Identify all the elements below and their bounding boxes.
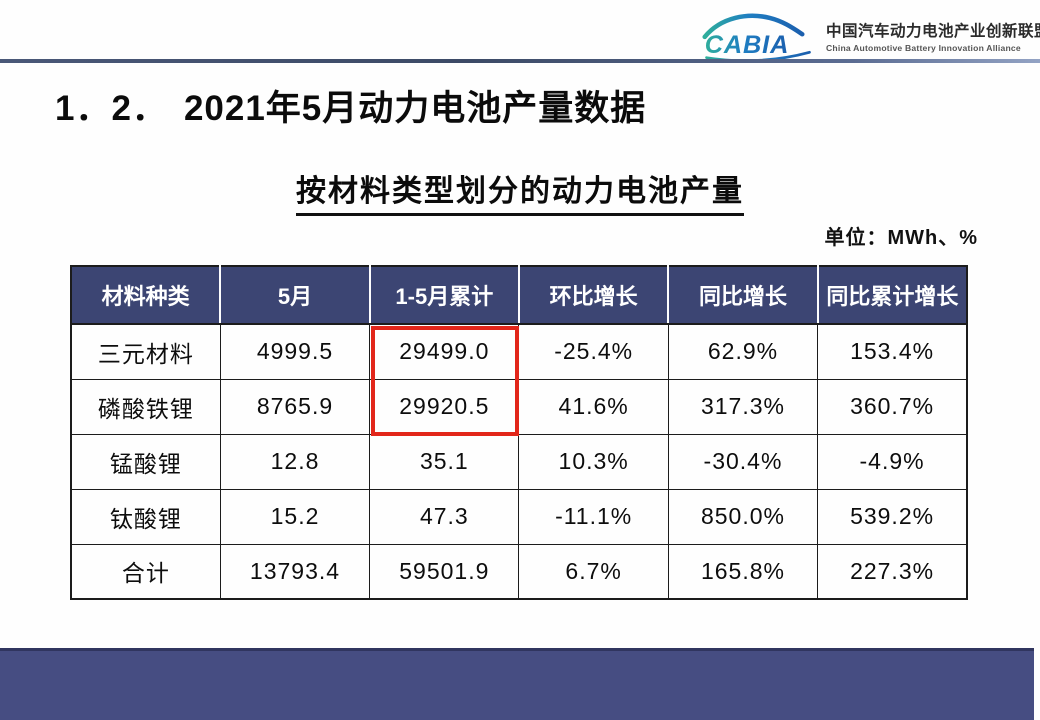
cell-yoy-cum: 360.7%: [817, 378, 968, 435]
cell-may: 15.2: [219, 488, 371, 545]
table-header-row: 材料种类 5月 1-5月累计 环比增长 同比增长 同比累计增长: [71, 266, 967, 325]
col-header-yoy-growth: 同比增长: [667, 266, 819, 325]
cell-yoy: 165.8%: [667, 543, 819, 600]
cell-material: 合计: [70, 543, 221, 600]
cell-yoy: 850.0%: [667, 488, 819, 545]
org-name-cn: 中国汽车动力电池产业创新联盟: [826, 23, 1040, 40]
cabia-logo: CABIA: [702, 13, 811, 63]
cell-yoy-cum: 227.3%: [817, 543, 968, 600]
col-header-mom-growth: 环比增长: [517, 266, 670, 325]
cell-mom: -25.4%: [518, 323, 669, 380]
col-header-may: 5月: [219, 266, 371, 325]
cell-mom: 10.3%: [518, 433, 669, 490]
cell-cumulative: 47.3: [369, 488, 520, 545]
table-row-total: 合计 13793.4 59501.9 6.7% 165.8% 227.3%: [70, 543, 968, 600]
cell-cumulative: 29499.0: [369, 323, 520, 380]
unit-note: 单位：MWh、%: [824, 227, 978, 249]
cell-may: 4999.5: [219, 323, 371, 380]
cell-material: 钛酸锂: [70, 488, 221, 545]
cell-material: 锰酸锂: [70, 433, 221, 490]
cell-cumulative: 29920.5: [369, 378, 520, 435]
col-header-material: 材料种类: [71, 266, 222, 325]
table-row: 三元材料 4999.5 29499.0 -25.4% 62.9% 153.4%: [70, 323, 968, 380]
cell-mom: -11.1%: [518, 488, 669, 545]
production-table: 材料种类 5月 1-5月累计 环比增长 同比增长 同比累计增长 三元材料 499…: [70, 265, 968, 600]
cell-cumulative: 35.1: [369, 433, 520, 490]
cell-cumulative: 59501.9: [369, 543, 520, 600]
cell-may: 13793.4: [219, 543, 371, 600]
table-title: 按材料类型划分的动力电池产量: [296, 166, 744, 216]
brand-header: CABIA 中国汽车动力电池产业创新联盟 China Automotive Ba…: [698, 8, 1040, 64]
title-number: 1．2．: [55, 89, 168, 128]
header-divider: [0, 59, 1040, 63]
cell-yoy: 317.3%: [667, 378, 819, 435]
footer-band: [0, 648, 1034, 720]
logo-text: CABIA: [705, 31, 790, 59]
cell-may: 12.8: [219, 433, 371, 490]
org-name-en: China Automotive Battery Innovation Alli…: [826, 43, 1021, 53]
cell-material: 三元材料: [70, 323, 221, 380]
title-text: 2021年5月动力电池产量数据: [183, 89, 647, 128]
org-names: 中国汽车动力电池产业创新联盟 China Automotive Battery …: [826, 19, 1040, 53]
cell-material: 磷酸铁锂: [70, 378, 221, 435]
cell-may: 8765.9: [219, 378, 371, 435]
cell-mom: 41.6%: [518, 378, 669, 435]
car-roof-swoosh-icon: [702, 13, 805, 40]
table-row: 钛酸锂 15.2 47.3 -11.1% 850.0% 539.2%: [70, 488, 968, 545]
col-header-cumulative: 1-5月累计: [368, 266, 520, 325]
table-row: 磷酸铁锂 8765.9 29920.5 41.6% 317.3% 360.7%: [70, 378, 968, 435]
cell-mom: 6.7%: [518, 543, 669, 600]
page-title: 1．2． 2021年5月动力电池产量数据: [55, 80, 646, 131]
cell-yoy-cum: 539.2%: [817, 488, 968, 545]
cell-yoy-cum: 153.4%: [817, 323, 968, 380]
col-header-yoy-cum-growth: 同比累计增长: [816, 266, 967, 325]
cell-yoy-cum: -4.9%: [817, 433, 968, 490]
table-title-row: 按材料类型划分的动力电池产量: [0, 166, 1040, 216]
table-row: 锰酸锂 12.8 35.1 10.3% -30.4% -4.9%: [70, 433, 968, 490]
cell-yoy: 62.9%: [667, 323, 819, 380]
cell-yoy: -30.4%: [667, 433, 819, 490]
